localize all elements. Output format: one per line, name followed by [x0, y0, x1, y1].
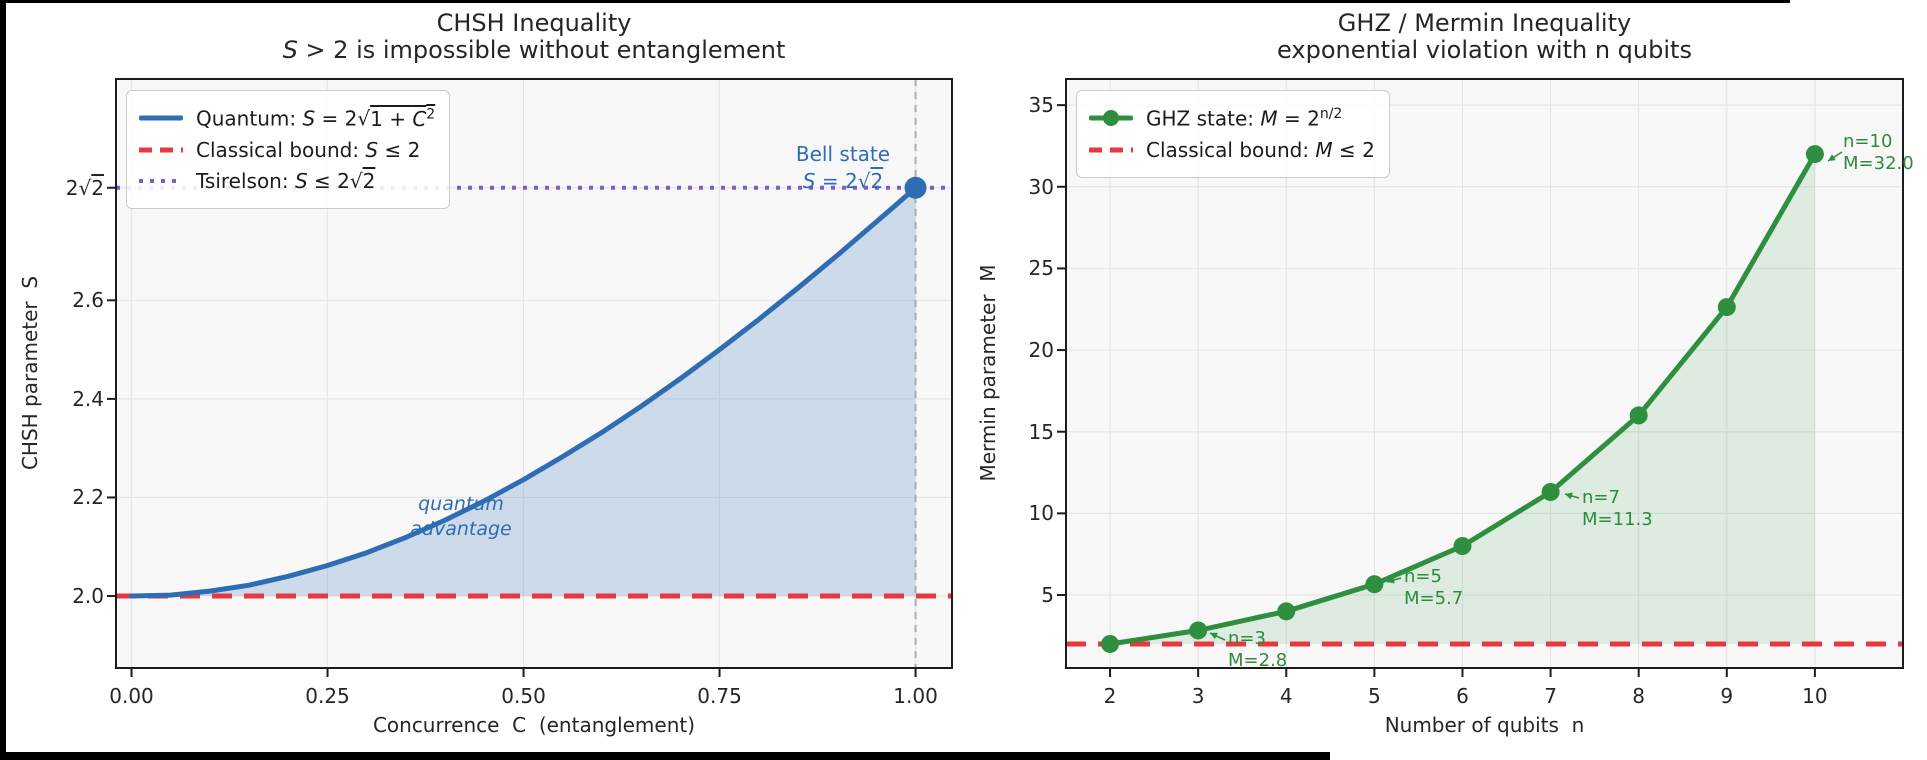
legend-item-classical: Classical bound: S ≤ 2	[139, 138, 435, 162]
y-tick-label: 2.0	[72, 584, 104, 609]
x-tick-label: 3	[1191, 684, 1205, 708]
red-dash-swatch	[139, 141, 183, 159]
data-point-marker	[1101, 634, 1120, 653]
y-tick-label: 2.4	[72, 386, 104, 411]
left-title-line2: S > 2 is impossible without entanglement	[282, 36, 786, 64]
x-tick-label: 7	[1544, 684, 1557, 708]
frame-left	[0, 0, 6, 760]
x-tick-label: 0.50	[501, 684, 546, 708]
y-tick-label: 2.2	[72, 485, 104, 510]
legend-item-tsirelson: Tsirelson: S ≤ 2√2	[139, 169, 435, 193]
y-tick-label: 10	[1028, 501, 1054, 526]
right-legend: GHZ state: M = 2n/2 Classical bound: M ≤…	[1076, 90, 1390, 178]
y-tick-label: 35	[1028, 93, 1054, 118]
legend-item-ghz: GHZ state: M = 2n/2	[1089, 106, 1375, 131]
right-yaxis-label: Mermin parameter M	[976, 264, 1000, 482]
point-annotation: n=3 M=2.8	[1228, 628, 1288, 671]
legend-label: Tsirelson: S ≤ 2√2	[196, 168, 376, 193]
x-tick-label: 8	[1632, 684, 1646, 708]
left-legend: Quantum: S = 2√1 + C2 Classical bound: S…	[126, 90, 451, 209]
data-point-marker	[1189, 621, 1208, 640]
blue-line-swatch	[139, 109, 183, 127]
right-title-line1: GHZ / Mermin Inequality	[1337, 9, 1632, 37]
axes-spines	[115, 78, 953, 669]
left-xaxis-label: Concurrence C (entanglement)	[372, 713, 696, 737]
data-point-marker	[1541, 482, 1560, 501]
y-tick-label: 15	[1028, 419, 1054, 444]
axes-spines	[1065, 78, 1904, 669]
y-tick-label: 5	[1041, 583, 1054, 607]
right-xaxis-label: Number of qubits n	[1384, 713, 1585, 737]
data-point-marker	[1277, 602, 1296, 621]
legend-label: Classical bound: S ≤ 2	[196, 137, 421, 162]
data-point-marker	[1453, 537, 1472, 556]
x-tick-label: 10	[1802, 684, 1828, 708]
y-tick-label: 20	[1028, 338, 1054, 363]
point-annotation: n=10 M=32.0	[1843, 131, 1914, 174]
annotation-arrow-head	[1828, 154, 1836, 161]
x-tick-label: 2	[1103, 684, 1117, 708]
x-tick-label: 0.75	[697, 684, 742, 708]
bell-state-point	[904, 176, 927, 199]
data-point-marker	[1365, 575, 1384, 594]
legend-label: GHZ state: M = 2n/2	[1146, 106, 1343, 131]
legend-item-classical: Classical bound: M ≤ 2	[1089, 138, 1375, 162]
annotation-arrow-head	[1387, 576, 1395, 584]
point-annotation: n=5 M=5.7	[1404, 566, 1464, 609]
legend-item-quantum: Quantum: S = 2√1 + C2	[139, 106, 435, 131]
frame-top	[0, 0, 1790, 3]
x-tick-label: 4	[1279, 684, 1293, 708]
frame-bottom	[0, 752, 1330, 760]
point-annotation: n=7 M=11.3	[1582, 487, 1653, 530]
annotation-arrow-head	[1565, 492, 1573, 500]
x-tick-label: 0.25	[305, 684, 350, 708]
x-tick-label: 1.00	[893, 684, 938, 708]
purple-dot-swatch	[139, 172, 183, 190]
x-tick-label: 6	[1456, 684, 1469, 708]
left-yaxis-label: CHSH parameter S	[18, 275, 42, 471]
shaded-violation-region	[131, 187, 916, 596]
data-point-marker	[1717, 298, 1736, 317]
x-tick-label: 9	[1720, 684, 1734, 708]
y-tick-label: 2.6	[72, 288, 104, 313]
y-tick-label: 25	[1028, 256, 1054, 281]
y-tick-label: 2√2	[65, 175, 104, 200]
y-tick-label: 30	[1028, 174, 1054, 199]
data-curve	[129, 185, 918, 599]
legend-label: Classical bound: M ≤ 2	[1146, 137, 1375, 162]
left-chart-title: CHSH Inequality S > 2 is impossible with…	[116, 10, 952, 64]
x-tick-label: 0.00	[109, 684, 154, 708]
quantum-advantage-annotation: quantum advantage	[410, 493, 512, 540]
data-point-marker	[1629, 406, 1648, 425]
x-tick-label: 5	[1367, 684, 1381, 708]
data-point-marker	[1805, 145, 1824, 164]
annotation-arrow-head	[1210, 632, 1218, 640]
right-chart-title: GHZ / Mermin Inequality exponential viol…	[1066, 10, 1903, 64]
legend-label: Quantum: S = 2√1 + C2	[196, 106, 436, 131]
bell-state-annotation: Bell state S = 2√2	[795, 142, 891, 193]
red-dash-swatch	[1089, 141, 1133, 159]
right-title-line2: exponential violation with n qubits	[1277, 36, 1692, 64]
shaded-violation-region	[1110, 154, 1815, 644]
left-title-line1: CHSH Inequality	[436, 9, 632, 37]
green-line-marker-swatch	[1089, 109, 1133, 127]
